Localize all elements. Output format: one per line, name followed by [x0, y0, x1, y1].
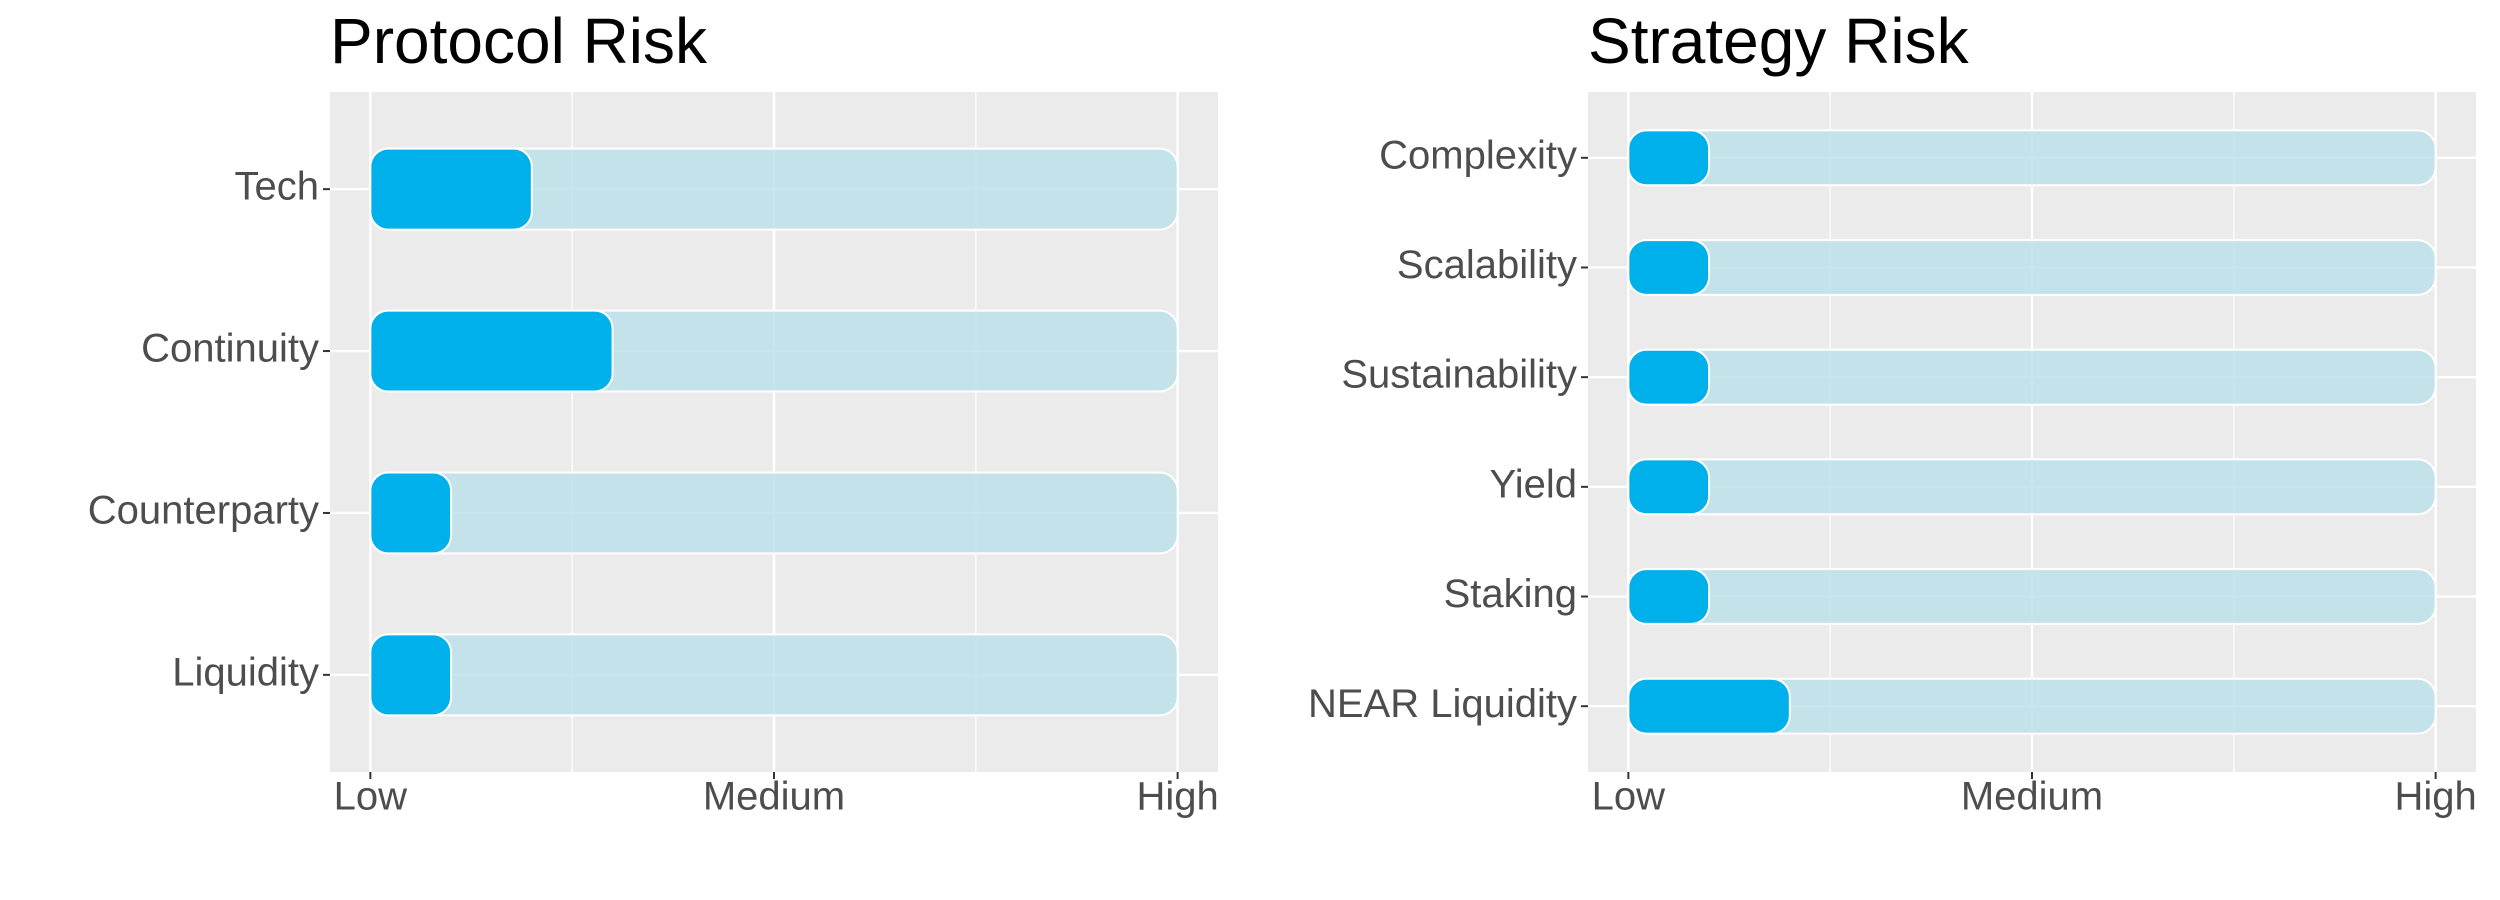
track	[1627, 348, 2437, 406]
track	[369, 471, 1179, 555]
track	[1627, 568, 2437, 625]
chart-title: Protocol Risk	[330, 5, 708, 77]
bar	[1627, 129, 1711, 187]
bar	[1627, 458, 1711, 516]
y-tick-label: Scalability	[1397, 243, 1577, 287]
y-tick-label: Liquidity	[172, 650, 319, 694]
x-tick-label: High	[1137, 775, 1219, 819]
bar	[1627, 239, 1711, 296]
bar	[1627, 677, 1791, 735]
x-tick-label: Low	[1592, 775, 1665, 819]
bar	[1627, 568, 1711, 625]
track	[1627, 239, 2437, 296]
y-tick-label: Counterparty	[88, 489, 319, 533]
y-tick-label: NEAR Liquidity	[1308, 682, 1577, 726]
y-tick-label: Continuity	[141, 327, 319, 371]
x-tick-label: Low	[334, 775, 407, 819]
x-tick-label: High	[2395, 775, 2477, 819]
track	[1627, 458, 2437, 516]
bar	[369, 471, 453, 555]
panel: Strategy Risk Low Medium High Complexity Scal…	[1308, 5, 2477, 819]
y-tick-label: Complexity	[1379, 133, 1577, 177]
track	[369, 633, 1179, 717]
x-tick-label: Medium	[1961, 775, 2103, 819]
y-tick-label: Sustainability	[1341, 353, 1577, 397]
x-tick-label: Medium	[703, 775, 845, 819]
bar	[369, 633, 453, 717]
y-tick-label: Staking	[1444, 572, 1577, 616]
bar	[1627, 348, 1711, 406]
track	[1627, 129, 2437, 187]
y-tick-label: Tech	[235, 165, 320, 209]
chart-title: Strategy Risk	[1588, 5, 1970, 77]
y-tick-label: Yield	[1490, 462, 1577, 506]
bar	[369, 309, 614, 393]
panel: Protocol Risk Low Medium High Tech Continuity…	[88, 5, 1219, 819]
bar	[369, 147, 533, 231]
